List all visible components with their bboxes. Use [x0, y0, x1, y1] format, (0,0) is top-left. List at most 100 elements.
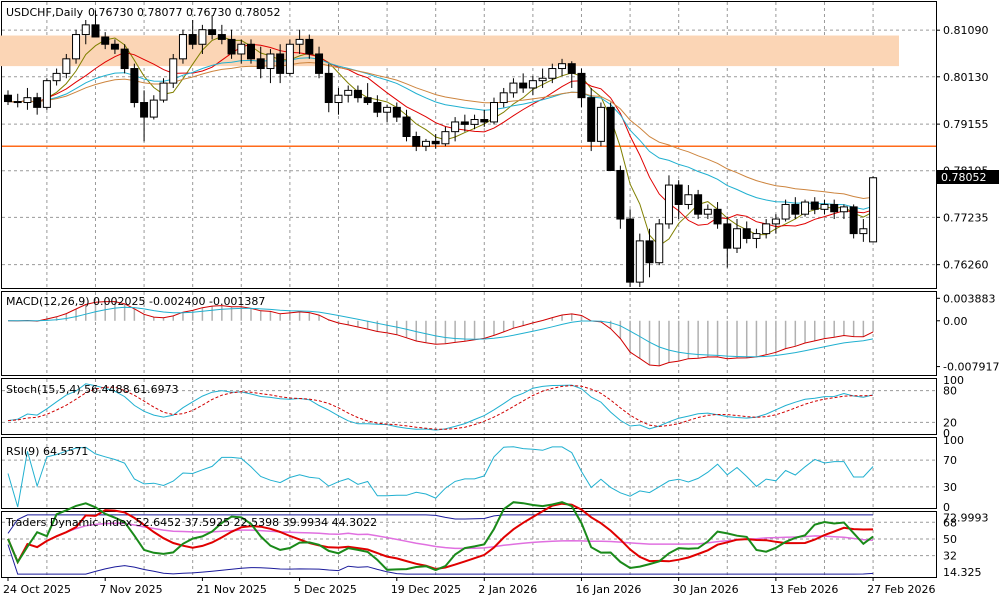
tdi-base-line: [7, 522, 874, 564]
resistance-zone: [0, 35, 899, 67]
candle: [110, 39, 119, 54]
candle: [869, 176, 878, 243]
candle: [305, 34, 314, 59]
candle: [791, 197, 800, 220]
candle-bull: [684, 194, 693, 205]
rsi-tick-label: 0: [943, 501, 950, 514]
candle: [519, 73, 528, 93]
candle: [645, 228, 654, 278]
candle-bear: [626, 218, 635, 283]
candle: [801, 199, 810, 217]
price-tick-label: 0.79155: [943, 118, 989, 131]
grid-lines: [2, 2, 936, 577]
rsi-tick-label: 70: [943, 454, 957, 467]
candle: [820, 199, 829, 215]
candle-bear: [480, 119, 489, 123]
candle-bear: [101, 36, 110, 45]
candle: [431, 134, 440, 149]
candle: [441, 126, 450, 147]
macd-signal-line: [8, 306, 874, 358]
candle: [276, 44, 285, 84]
candle-bull: [451, 121, 460, 133]
candle: [626, 209, 635, 287]
candle-bear: [256, 58, 265, 70]
candle-bull: [334, 94, 343, 104]
candle-bull: [703, 208, 712, 215]
candle-bull: [733, 228, 741, 249]
ma-fast-line: [7, 35, 874, 247]
candle: [237, 39, 246, 64]
candle-bear: [353, 89, 362, 99]
candle: [188, 19, 197, 50]
candle-bull: [859, 228, 868, 235]
candle-bull: [149, 99, 158, 118]
candle-bull: [635, 240, 644, 283]
candle-bear: [140, 102, 149, 118]
candle-bull: [664, 184, 673, 225]
candle: [664, 175, 673, 229]
stoch-tick-label: 100: [943, 374, 964, 387]
x-tick-label: 5 Dec 2025: [294, 583, 357, 596]
candle-bull: [762, 223, 771, 235]
candle-bear: [694, 194, 703, 215]
candle: [470, 114, 479, 130]
candle-bull: [81, 24, 90, 36]
candle: [62, 53, 71, 79]
candle: [509, 78, 518, 98]
x-tick-label: 7 Nov 2025: [99, 583, 162, 596]
candle-bear: [742, 228, 751, 239]
candle-bull: [441, 131, 450, 145]
candle: [674, 180, 683, 220]
candle: [373, 95, 382, 118]
candle: [480, 109, 489, 127]
candles: [4, 10, 878, 287]
candle-bear: [315, 53, 324, 74]
candle: [91, 10, 100, 38]
candle-bear: [713, 208, 722, 225]
candle: [762, 219, 771, 239]
candle-bear: [13, 101, 22, 104]
macd-line: [7, 301, 874, 367]
candle: [266, 49, 275, 84]
candle: [42, 78, 51, 110]
candle-bull: [509, 82, 518, 94]
candle: [208, 15, 217, 40]
tdi-upper-band: [7, 514, 874, 534]
candle-bear: [577, 72, 586, 99]
ma-slow-brown-line: [8, 61, 874, 200]
candle-bear: [208, 29, 217, 36]
candle-bull: [237, 43, 246, 55]
candle-bear: [460, 121, 469, 125]
candle-bear: [130, 68, 139, 104]
candle-bear: [120, 48, 129, 70]
candle: [4, 90, 12, 105]
candle-bull: [52, 72, 61, 82]
x-tick-label: 24 Oct 2025: [3, 583, 71, 596]
price-tick-label: 0.76260: [943, 259, 989, 272]
stoch-tick-label: 20: [943, 416, 957, 429]
price-tick-label: 0.80130: [943, 71, 989, 84]
candle-bear: [810, 201, 819, 210]
tdi-tick-label: 68: [943, 516, 957, 529]
candle-bear: [616, 169, 625, 220]
candle-bull: [771, 218, 780, 225]
candle-bull: [285, 43, 294, 74]
candle-bull: [266, 53, 275, 70]
candle: [392, 102, 401, 122]
symbol-label: USDCHF,Daily: [6, 6, 84, 19]
candle-bear: [849, 206, 858, 235]
candle: [52, 68, 61, 86]
macd-tick-label: 0.003883: [943, 292, 996, 305]
candle: [169, 53, 178, 88]
candle-bear: [791, 203, 800, 215]
stoch-tick-label: 80: [943, 385, 957, 398]
candle: [528, 75, 537, 96]
candle: [499, 87, 508, 108]
candle-bear: [363, 97, 372, 104]
tdi-label: Traders Dynamic Index 52.6452 37.5925 22…: [5, 516, 377, 529]
candle: [723, 216, 732, 268]
candle-bear: [91, 24, 100, 38]
ohlc-label: 0.76730 0.78077 0.76730 0.78052: [88, 6, 280, 19]
stoch-panel-frame: [1, 378, 937, 435]
